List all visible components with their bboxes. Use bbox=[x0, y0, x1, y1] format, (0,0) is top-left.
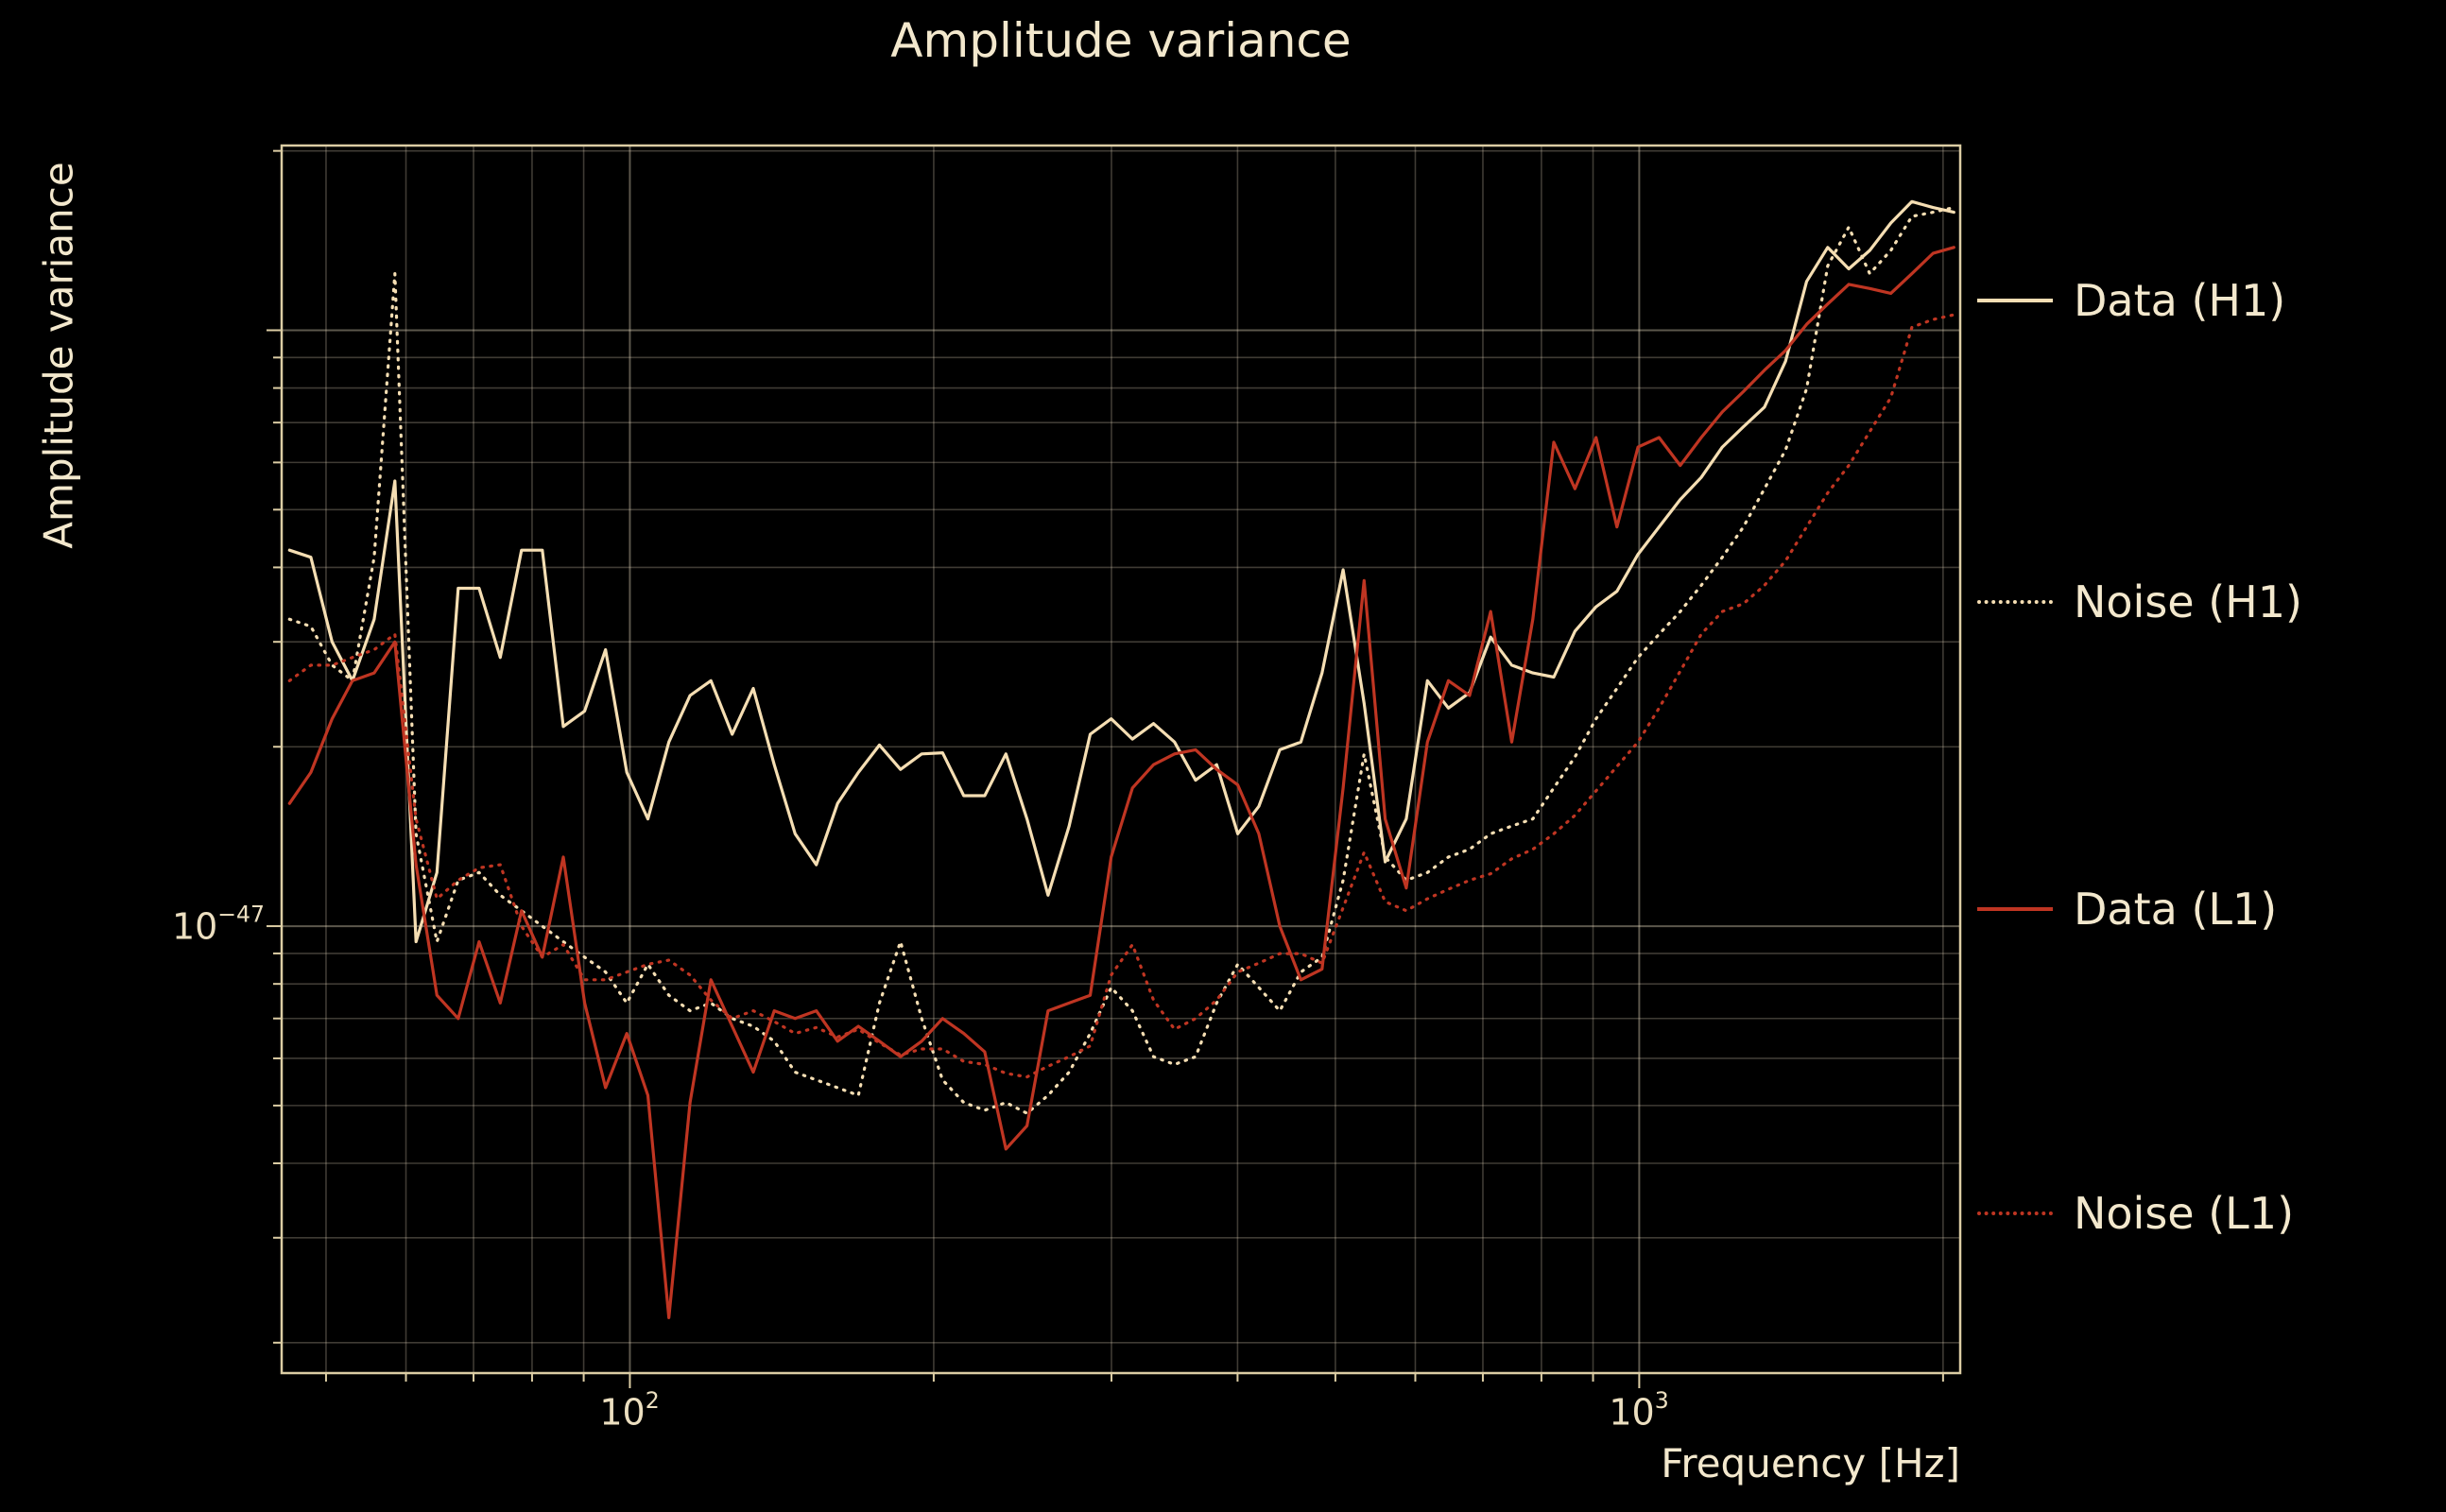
legend-entry-data-h1: Data (H1) bbox=[1977, 272, 2285, 329]
legend-line-sample-noise-h1 bbox=[1977, 600, 2053, 604]
x-tick-label-1e3: 103 bbox=[1609, 1387, 1669, 1434]
legend-label: Noise (L1) bbox=[2074, 1188, 2295, 1239]
chart-title: Amplitude variance bbox=[890, 13, 1352, 68]
y-tick-label-1e-47: 10−47 bbox=[171, 902, 265, 948]
legend-label: Data (L1) bbox=[2074, 884, 2278, 935]
legend-entry-noise-l1: Noise (L1) bbox=[1977, 1185, 2294, 1242]
legend-label: Noise (H1) bbox=[2074, 576, 2302, 627]
legend-line-sample-noise-l1 bbox=[1977, 1211, 2053, 1215]
legend-label: Data (H1) bbox=[2074, 275, 2286, 326]
x-tick-label-1e2: 102 bbox=[599, 1387, 660, 1434]
legend-line-sample-data-h1 bbox=[1977, 299, 2053, 302]
legend-entry-data-l1: Data (L1) bbox=[1977, 881, 2277, 937]
legend-line-sample-data-l1 bbox=[1977, 907, 2053, 911]
legend-entry-noise-h1: Noise (H1) bbox=[1977, 574, 2302, 630]
x-axis-label: Frequency [Hz] bbox=[1661, 1440, 1960, 1486]
